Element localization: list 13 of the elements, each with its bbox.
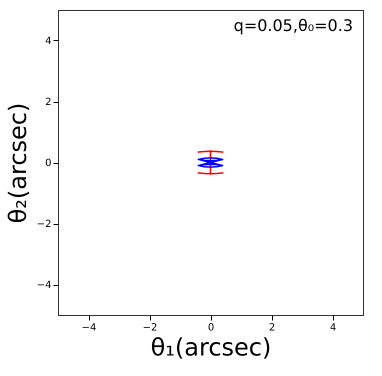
- y-tick-label: 0: [45, 158, 52, 169]
- y-tick-label: 4: [45, 36, 52, 47]
- y-tick-label: 2: [45, 97, 52, 108]
- x-axis-title: θ₁(arcsec): [150, 334, 272, 362]
- y-tick-label: −4: [36, 280, 52, 291]
- x-tick-label: 2: [268, 322, 276, 334]
- x-tick-label: −4: [82, 322, 96, 334]
- y-axis-title: θ₂(arcsec): [4, 102, 32, 224]
- x-tick-label: −2: [142, 322, 158, 334]
- x-tick-label: 4: [330, 322, 336, 334]
- y-tick-label: −2: [36, 219, 52, 230]
- annotation: q=0.05,θ₀=0.3: [234, 16, 353, 35]
- x-tick-label: 0: [208, 322, 214, 334]
